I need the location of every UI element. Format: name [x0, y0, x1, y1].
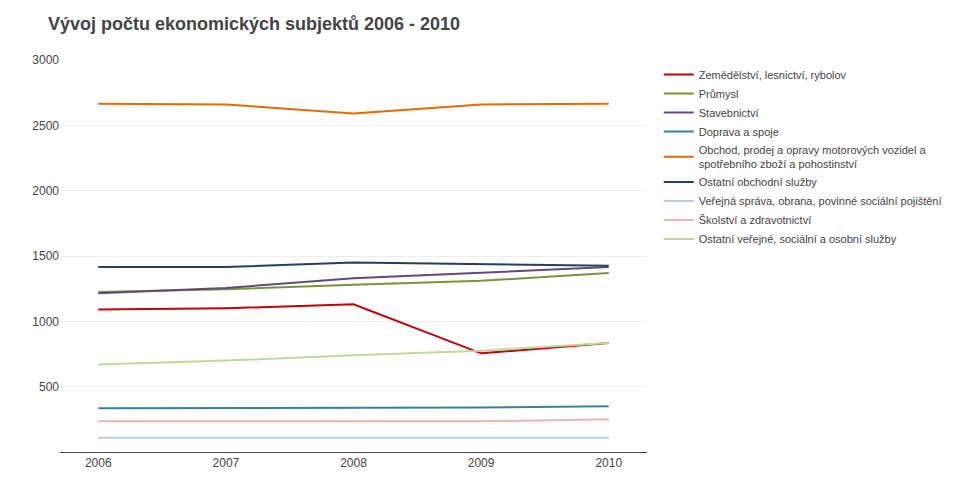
- svg-text:Zemědělství, lesnictví, rybolo: Zemědělství, lesnictví, rybolov: [699, 69, 847, 81]
- svg-text:Školství a zdravotnictví: Školství a zdravotnictví: [699, 214, 812, 226]
- svg-text:Stavebnictví: Stavebnictví: [699, 107, 759, 119]
- svg-text:Obchod, prodej a opravy motoro: Obchod, prodej a opravy motorových vozid…: [699, 144, 927, 170]
- svg-text:Vývoj počtu ekonomických subje: Vývoj počtu ekonomických subjektů 2006 -…: [48, 14, 460, 34]
- svg-text:Ostatní veřejné, sociální a os: Ostatní veřejné, sociální a osobní služb…: [699, 233, 897, 245]
- svg-text:Průmysl: Průmysl: [699, 88, 739, 100]
- svg-text:1500: 1500: [32, 249, 59, 263]
- svg-text:1000: 1000: [32, 315, 59, 329]
- svg-text:Ostatní obchodní služby: Ostatní obchodní služby: [699, 176, 818, 188]
- svg-text:Doprava a spoje: Doprava a spoje: [699, 126, 779, 138]
- svg-text:2009: 2009: [468, 456, 495, 470]
- svg-text:2006: 2006: [85, 456, 112, 470]
- svg-text:3000: 3000: [32, 53, 59, 67]
- svg-text:2007: 2007: [213, 456, 240, 470]
- svg-text:2008: 2008: [340, 456, 367, 470]
- svg-text:2010: 2010: [595, 456, 622, 470]
- svg-text:Veřejná správa, obrana, povinn: Veřejná správa, obrana, povinné sociální…: [699, 195, 942, 207]
- svg-text:2000: 2000: [32, 184, 59, 198]
- svg-text:500: 500: [39, 380, 59, 394]
- svg-text:2500: 2500: [32, 119, 59, 133]
